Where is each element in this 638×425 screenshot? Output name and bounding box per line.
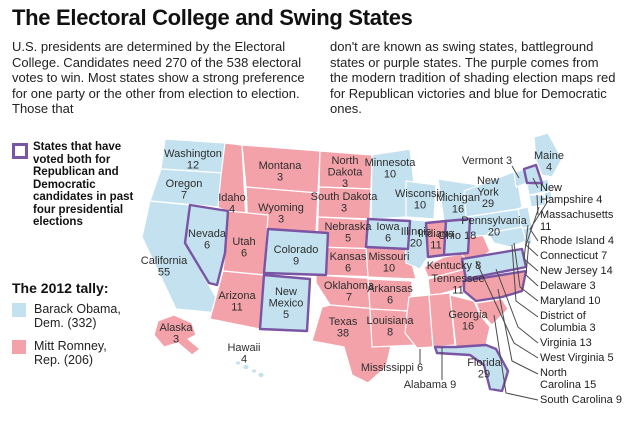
intro-column-2: don't are known as swing states, battleg… bbox=[330, 39, 616, 116]
state-hawaii-island bbox=[258, 372, 264, 378]
label-ohio: Ohio 18 bbox=[438, 230, 477, 242]
label-massachusetts: Massachusetts 11 bbox=[540, 209, 614, 233]
tally-title: The 2012 tally: bbox=[12, 280, 109, 296]
label-kansas: Kansas 6 bbox=[330, 251, 367, 275]
state-new-hampshire bbox=[522, 163, 544, 185]
label-montana: Montana 3 bbox=[259, 160, 303, 184]
label-vermont: Vermont 3 bbox=[462, 155, 512, 167]
label-new-jersey: New Jersey 14 bbox=[540, 265, 613, 277]
tally-item-obama: Barack Obama, Dem. (332) bbox=[12, 302, 152, 330]
leader-line-new-jersey bbox=[523, 224, 539, 272]
us-electoral-map: Washington 12 Oregon 7 California 55 Idaho 4 Mon… bbox=[141, 133, 622, 406]
label-connecticut: Connecticut 7 bbox=[540, 250, 607, 262]
leader-line-north-carolina bbox=[497, 288, 539, 375]
label-wyoming: Wyoming 3 bbox=[258, 202, 304, 226]
label-texas: Texas 38 bbox=[329, 316, 358, 340]
tally-item-romney: Mitt Romney, Rep. (206) bbox=[12, 339, 152, 367]
state-ohio bbox=[442, 217, 472, 257]
label-west-virginia: West Virginia 5 bbox=[540, 352, 614, 364]
label-minnesota: Minnesota 10 bbox=[365, 157, 417, 181]
leader-line-south-carolina bbox=[493, 314, 539, 401]
leader-line-virginia bbox=[495, 268, 539, 344]
state-hawaii-island bbox=[236, 361, 240, 365]
state-alaska bbox=[153, 314, 201, 356]
state-colorado bbox=[262, 227, 330, 277]
label-mississippi: Mississippi 6 bbox=[361, 362, 423, 374]
label-maryland: Maryland 10 bbox=[540, 295, 601, 307]
leader-line-delaware bbox=[525, 240, 539, 287]
label-maine: Maine 4 bbox=[534, 150, 564, 174]
label-nevada: Nevada 6 bbox=[188, 228, 227, 252]
label-north-dakota: North Dakota 3 bbox=[328, 155, 364, 190]
label-district-of-columbia: District of Columbia 3 bbox=[540, 310, 596, 334]
label-nebraska: Nebraska 5 bbox=[324, 221, 372, 245]
label-pennsylvania: Pennsylvania 20 bbox=[461, 215, 527, 239]
label-new-york: New York 29 bbox=[477, 175, 499, 210]
label-louisiana: Louisiana 8 bbox=[366, 315, 414, 339]
swing-outline-swatch-icon bbox=[12, 143, 28, 159]
leader-line-west-virginia bbox=[475, 260, 539, 359]
leader-line-new-hampshire bbox=[532, 177, 539, 189]
label-rhode-island: Rhode Island 4 bbox=[540, 235, 614, 247]
label-washington: Washington 12 bbox=[164, 148, 222, 172]
leader-line-district-of-columbia bbox=[511, 244, 539, 318]
state-florida bbox=[433, 343, 510, 393]
label-michigan: Michigan 16 bbox=[436, 192, 480, 216]
leader-line-vermont bbox=[511, 165, 520, 179]
state-virginia bbox=[460, 247, 528, 281]
label-indiana: Indiana 11 bbox=[418, 228, 455, 252]
swing-state-legend: States that have voted both for Republic… bbox=[12, 141, 144, 229]
state-south-carolina bbox=[475, 298, 509, 326]
label-south-carolina: South Carolina 9 bbox=[540, 394, 622, 406]
label-california: California 55 bbox=[141, 255, 188, 279]
label-georgia: Georgia 16 bbox=[448, 309, 488, 333]
label-alabama: Alabama 9 bbox=[404, 379, 457, 391]
state-alabama bbox=[428, 292, 456, 348]
label-new-hampshire: New Hampshire 4 bbox=[540, 182, 602, 206]
label-idaho: Idaho 4 bbox=[218, 192, 246, 216]
label-utah: Utah 6 bbox=[232, 236, 255, 260]
label-missouri: Missouri 10 bbox=[369, 251, 410, 275]
state-maine bbox=[533, 133, 563, 178]
label-kentucky: Kentucky 8 bbox=[427, 260, 481, 272]
label-hawaii: Hawaii 4 bbox=[227, 342, 260, 366]
label-delaware: Delaware 3 bbox=[540, 280, 596, 292]
democrat-color-swatch-icon bbox=[12, 303, 26, 317]
state-maryland bbox=[487, 226, 527, 248]
state-wisconsin bbox=[405, 180, 437, 220]
label-north-carolina: North Carolina 15 bbox=[540, 367, 596, 391]
label-arizona: Arizona 11 bbox=[218, 290, 256, 314]
state-nevada bbox=[183, 203, 230, 287]
tally-legend: The 2012 tally: Barack Obama, Dem. (332)… bbox=[12, 280, 152, 376]
leader-line-rhode-island bbox=[529, 200, 549, 242]
state-hawaii-island bbox=[252, 369, 256, 373]
label-virginia: Virginia 13 bbox=[540, 337, 592, 349]
label-illinois: Illinois 20 bbox=[401, 226, 432, 250]
romney-label: Mitt Romney, Rep. (206) bbox=[34, 339, 107, 367]
page-title: The Electoral College and Swing States bbox=[12, 5, 413, 30]
obama-label: Barack Obama, Dem. (332) bbox=[34, 302, 121, 330]
label-tennessee: Tennessee 11 bbox=[431, 273, 484, 297]
label-new-mexico: New Mexico 5 bbox=[269, 286, 304, 321]
intro-column-1: U.S. presidents are determined by the El… bbox=[12, 39, 305, 116]
label-florida: Florida 29 bbox=[467, 357, 502, 381]
label-alaska: Alaska 3 bbox=[159, 322, 193, 346]
state-hawaii-island bbox=[243, 364, 249, 370]
leader-line-maryland bbox=[513, 242, 539, 302]
label-south-dakota: South Dakota 3 bbox=[311, 191, 379, 215]
state-iowa bbox=[364, 217, 412, 251]
label-iowa: Iowa 6 bbox=[376, 221, 400, 245]
label-oklahoma: Oklahoma 7 bbox=[324, 280, 375, 304]
state-new-mexico bbox=[258, 273, 312, 333]
label-arkansas: Arkansas 6 bbox=[367, 283, 413, 307]
label-wisconsin: Wisconsin 10 bbox=[395, 188, 445, 212]
label-colorado: Colorado 9 bbox=[274, 244, 319, 268]
swing-legend-label: States that have voted both for Republic… bbox=[33, 141, 134, 228]
republican-color-swatch-icon bbox=[12, 340, 26, 354]
label-oregon: Oregon 7 bbox=[166, 178, 203, 202]
